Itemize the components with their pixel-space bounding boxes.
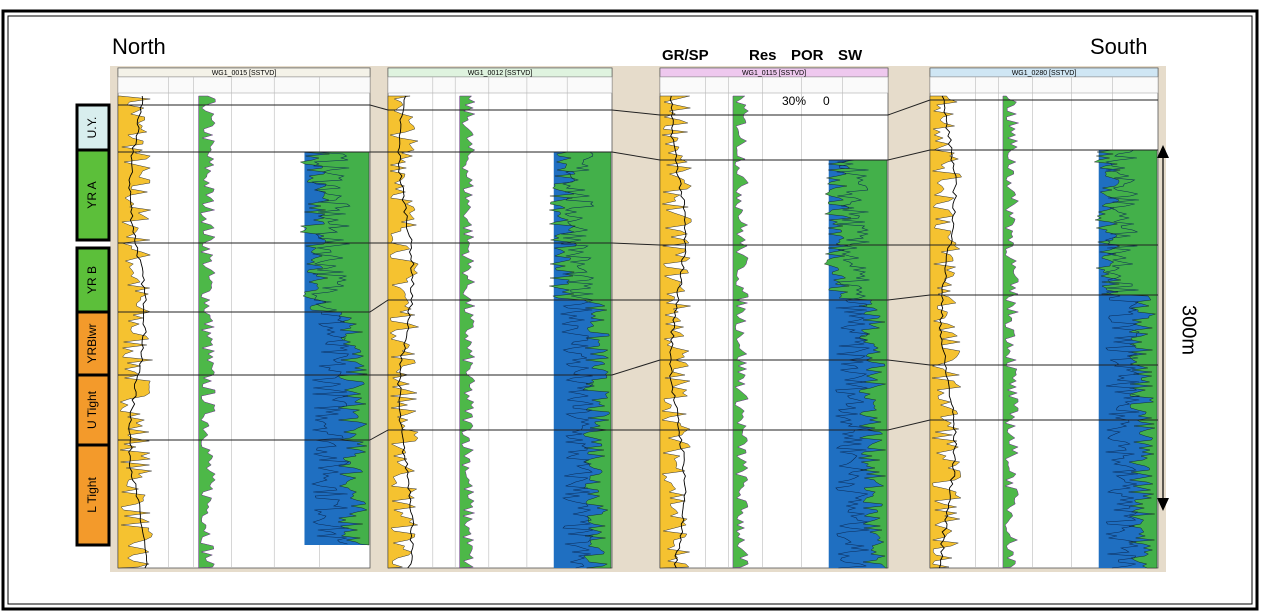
correlation-line [369, 429, 389, 441]
track-header [387, 76, 613, 94]
zone-label: L Tight [85, 477, 99, 513]
res-label: Res [749, 47, 777, 64]
zone-box [75, 148, 111, 242]
scale-label: 300m [1178, 305, 1200, 355]
inner-border [7, 15, 1253, 605]
sw-green [549, 151, 612, 569]
well-name: WG1_0012 [SSTVD] [468, 70, 533, 77]
correlation-line [887, 359, 931, 366]
well-name: WG1_0115 [SSTVD] [742, 70, 806, 77]
por-curve [560, 151, 595, 569]
zone-column: U.Y. YR A YR B YRBlwr U Tight L Tight [75, 103, 111, 547]
correlation-line [887, 99, 931, 116]
por-label: POR [791, 47, 824, 64]
sp-curve [128, 95, 148, 569]
well-name: WG1_0015 [SSTVD] [212, 70, 277, 77]
south-label: South [1090, 34, 1148, 59]
well-name: WG1_0280 [SSTVD] [1012, 70, 1077, 77]
gr-fill [659, 95, 692, 569]
zone-label: YR A [85, 181, 99, 208]
correlation-line [369, 104, 389, 111]
por-curve [1104, 149, 1140, 569]
correlation-line [887, 419, 931, 431]
res-fill [1002, 95, 1020, 569]
sw-label: SW [838, 47, 863, 64]
sp-curve [669, 95, 687, 569]
zone-box [75, 373, 111, 447]
por-max-label: 30% [782, 94, 806, 108]
track-header [929, 76, 1159, 94]
north-label: North [112, 34, 166, 59]
gr-fill [929, 95, 963, 569]
correlation-line [887, 294, 931, 301]
zone-label: U Tight [85, 390, 99, 429]
res-fill [732, 95, 749, 569]
por-min-label: 0 [823, 94, 830, 108]
zone-label: YR B [85, 266, 99, 294]
por-curve [835, 159, 870, 569]
correlation-line [887, 149, 931, 161]
wells: WG1_0015 [SSTVD] WG1_0012 [SSTVD] WG1_0115… [117, 67, 1159, 569]
correlation-lines [369, 99, 931, 441]
zone-label: YRBlwr [85, 323, 99, 363]
correlation-line [611, 109, 661, 116]
zone-box [75, 443, 111, 547]
correlation-line [611, 242, 661, 246]
sw-green [1093, 149, 1158, 569]
track-header [659, 76, 889, 94]
res-fill [198, 95, 216, 569]
sw-green [823, 159, 888, 569]
gr-sp-label: GR/SP [662, 47, 709, 64]
sp-curve [938, 95, 958, 569]
sp-curve [396, 95, 415, 569]
gr-fill [117, 95, 153, 569]
correlation-line [611, 151, 661, 161]
track-header [117, 76, 371, 94]
por-curve [310, 151, 351, 545]
correlation-line [611, 359, 661, 376]
zone-label: U.Y. [85, 117, 99, 139]
correlation-line [369, 299, 389, 313]
zone-box [75, 310, 111, 377]
res-fill [459, 95, 476, 569]
